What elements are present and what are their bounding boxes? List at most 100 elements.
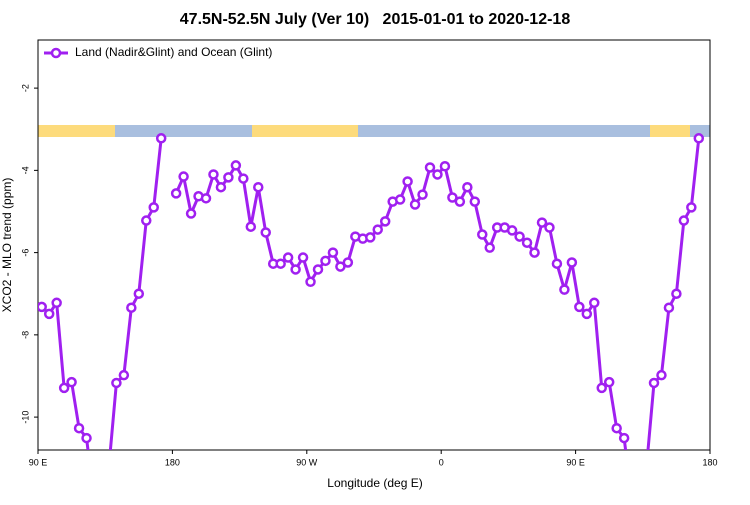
data-point bbox=[693, 133, 705, 144]
data-point bbox=[90, 495, 98, 500]
data-point bbox=[447, 192, 458, 203]
data-point bbox=[379, 216, 391, 227]
x-tick-label: 90 W bbox=[296, 457, 318, 467]
data-point bbox=[155, 133, 167, 144]
y-tick-label: -6 bbox=[20, 249, 30, 257]
data-point bbox=[66, 376, 77, 388]
data-point bbox=[178, 171, 189, 182]
data-point bbox=[372, 224, 383, 235]
data-point bbox=[678, 215, 690, 226]
y-tick-label: -4 bbox=[20, 166, 30, 174]
data-point bbox=[454, 196, 466, 207]
data-point bbox=[215, 181, 227, 193]
data-point bbox=[656, 369, 667, 381]
data-point bbox=[133, 288, 145, 299]
data-point bbox=[521, 237, 533, 248]
data-point bbox=[51, 297, 62, 309]
chart-title: 47.5N-52.5N July (Ver 10) 2015-01-01 to … bbox=[180, 11, 571, 28]
y-tick-label: -8 bbox=[20, 331, 30, 339]
data-point bbox=[559, 284, 570, 295]
data-point bbox=[275, 258, 286, 269]
data-point bbox=[141, 215, 152, 226]
data-point bbox=[282, 252, 294, 263]
x-tick-label: 180 bbox=[702, 457, 717, 467]
data-point bbox=[327, 247, 339, 258]
x-axis-label: Longitude (deg E) bbox=[327, 476, 422, 490]
data-point bbox=[603, 376, 615, 388]
plot-area bbox=[38, 133, 705, 500]
data-point bbox=[223, 172, 234, 183]
data-point bbox=[312, 264, 324, 275]
data-point bbox=[170, 188, 182, 199]
data-point bbox=[529, 247, 540, 258]
data-point bbox=[462, 181, 473, 193]
data-point bbox=[38, 301, 47, 313]
series-line bbox=[174, 138, 701, 450]
data-point bbox=[253, 181, 264, 193]
data-point bbox=[58, 382, 70, 394]
data-point bbox=[628, 495, 636, 500]
data-point bbox=[297, 252, 309, 263]
data-point bbox=[618, 432, 630, 444]
data-point bbox=[73, 422, 85, 434]
data-point bbox=[409, 199, 421, 210]
plot-frame bbox=[37, 39, 711, 451]
data-point bbox=[643, 462, 651, 470]
data-point bbox=[596, 382, 607, 394]
data-point bbox=[200, 193, 212, 204]
data-point bbox=[439, 160, 451, 172]
data-point bbox=[432, 169, 443, 180]
x-tick-label: 180 bbox=[165, 457, 180, 467]
x-tick-label: 90 E bbox=[566, 457, 585, 467]
data-point bbox=[43, 308, 55, 320]
data-point bbox=[686, 202, 697, 213]
data-point bbox=[185, 208, 197, 219]
data-point bbox=[671, 288, 682, 299]
data-point bbox=[611, 422, 622, 434]
data-point bbox=[484, 242, 495, 253]
data-point bbox=[566, 257, 578, 268]
data-point bbox=[365, 232, 376, 243]
data-point bbox=[126, 302, 137, 313]
data-point bbox=[648, 377, 660, 389]
data-point bbox=[514, 231, 525, 242]
data-point bbox=[581, 308, 593, 320]
data-point bbox=[320, 255, 331, 267]
data-point bbox=[663, 302, 675, 313]
data-point bbox=[290, 264, 301, 275]
data-point bbox=[260, 227, 271, 238]
data-point bbox=[148, 202, 159, 213]
data-point bbox=[536, 217, 548, 228]
series-line bbox=[40, 138, 163, 450]
data-point bbox=[394, 194, 406, 205]
data-point bbox=[402, 176, 413, 187]
data-point bbox=[477, 229, 488, 240]
data-point bbox=[469, 196, 481, 207]
land-ocean-strip bbox=[38, 125, 710, 137]
legend-marker bbox=[50, 47, 62, 59]
data-point bbox=[238, 173, 249, 184]
data-point bbox=[574, 301, 585, 313]
data-point bbox=[105, 462, 113, 470]
data-point bbox=[424, 162, 436, 173]
x-tick-label: 90 E bbox=[29, 457, 48, 467]
data-point bbox=[589, 297, 600, 309]
y-tick-label: -2 bbox=[20, 84, 30, 92]
data-point bbox=[81, 432, 92, 444]
data-point bbox=[230, 160, 242, 171]
y-tick-label: -10 bbox=[20, 411, 30, 424]
data-point bbox=[506, 225, 518, 236]
data-point bbox=[335, 261, 346, 272]
data-point bbox=[342, 257, 354, 268]
x-tick-label: 0 bbox=[439, 457, 444, 467]
data-point bbox=[417, 189, 428, 200]
data-point bbox=[208, 169, 219, 180]
data-point bbox=[111, 377, 122, 389]
y-axis-label: XCO2 - MLO trend (ppm) bbox=[0, 178, 14, 313]
legend-label: Land (Nadir&Glint) and Ocean (Glint) bbox=[75, 45, 272, 59]
data-point bbox=[118, 369, 130, 381]
data-point bbox=[544, 222, 555, 233]
data-point bbox=[245, 221, 257, 232]
data-point bbox=[551, 258, 563, 269]
